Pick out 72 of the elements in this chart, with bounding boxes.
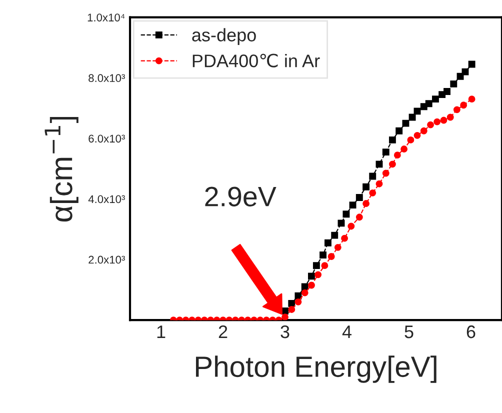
point bbox=[288, 306, 296, 313]
point bbox=[425, 100, 432, 108]
x-tick-label: 1 bbox=[157, 326, 166, 338]
point bbox=[356, 214, 363, 221]
point bbox=[414, 108, 421, 115]
point bbox=[468, 60, 476, 68]
x-axis-title: Photon Energy[eV] bbox=[196, 356, 436, 383]
point bbox=[388, 136, 396, 144]
point bbox=[349, 202, 356, 209]
y-tick-label: 1.0x10⁴ bbox=[88, 14, 125, 22]
point bbox=[402, 120, 410, 127]
point bbox=[334, 244, 342, 251]
point bbox=[294, 292, 302, 300]
point bbox=[453, 106, 460, 114]
legend-label: as-depo bbox=[192, 28, 256, 46]
point bbox=[282, 314, 288, 320]
point bbox=[468, 96, 476, 103]
legend-label: PDA400℃ in Ar bbox=[192, 54, 320, 68]
y-tick-label: 6.0x10³ bbox=[88, 134, 125, 143]
point bbox=[362, 183, 370, 190]
y-axis-title: α[cm$^{−1}$] bbox=[44, 116, 78, 222]
point bbox=[324, 239, 332, 246]
point bbox=[312, 262, 320, 270]
point bbox=[434, 118, 441, 126]
point bbox=[407, 136, 414, 144]
x-tick-label: 6 bbox=[466, 325, 476, 338]
point bbox=[376, 180, 383, 188]
point bbox=[432, 96, 439, 103]
point bbox=[382, 148, 390, 156]
point bbox=[369, 189, 376, 196]
point bbox=[301, 289, 308, 296]
point bbox=[462, 68, 469, 76]
annotation: 2.9eV bbox=[205, 186, 276, 206]
point bbox=[338, 220, 345, 227]
y-tick-label: 8.0x10³ bbox=[88, 74, 125, 82]
point bbox=[314, 271, 322, 278]
point bbox=[414, 132, 421, 139]
point bbox=[400, 146, 408, 153]
point bbox=[331, 232, 338, 239]
x-tick-label: 4 bbox=[342, 326, 352, 338]
point bbox=[450, 80, 458, 88]
y-tick-label: 2.0x10³ bbox=[88, 256, 125, 264]
x-tick-label: 5 bbox=[404, 326, 414, 338]
point bbox=[356, 194, 363, 201]
point bbox=[388, 160, 396, 168]
point bbox=[288, 300, 296, 307]
point bbox=[376, 160, 383, 168]
point bbox=[460, 102, 468, 109]
point bbox=[394, 152, 401, 159]
point bbox=[420, 127, 428, 134]
point bbox=[348, 222, 355, 230]
x-tick-label: 2 bbox=[218, 325, 228, 338]
point bbox=[341, 234, 348, 242]
point bbox=[369, 172, 376, 180]
point bbox=[321, 262, 328, 270]
point bbox=[328, 253, 335, 260]
point bbox=[456, 72, 464, 80]
point bbox=[382, 170, 390, 177]
point bbox=[308, 272, 315, 280]
x-tick-label: 3 bbox=[280, 325, 290, 338]
point bbox=[427, 121, 434, 128]
point bbox=[444, 88, 450, 95]
point bbox=[342, 210, 350, 218]
point bbox=[396, 127, 403, 134]
point bbox=[320, 252, 326, 258]
y-tick-label: 4.0x10³ bbox=[88, 195, 125, 204]
point bbox=[308, 282, 315, 289]
point bbox=[440, 116, 448, 124]
point bbox=[362, 200, 370, 207]
point bbox=[408, 114, 416, 121]
point bbox=[294, 298, 302, 306]
point bbox=[446, 114, 454, 121]
